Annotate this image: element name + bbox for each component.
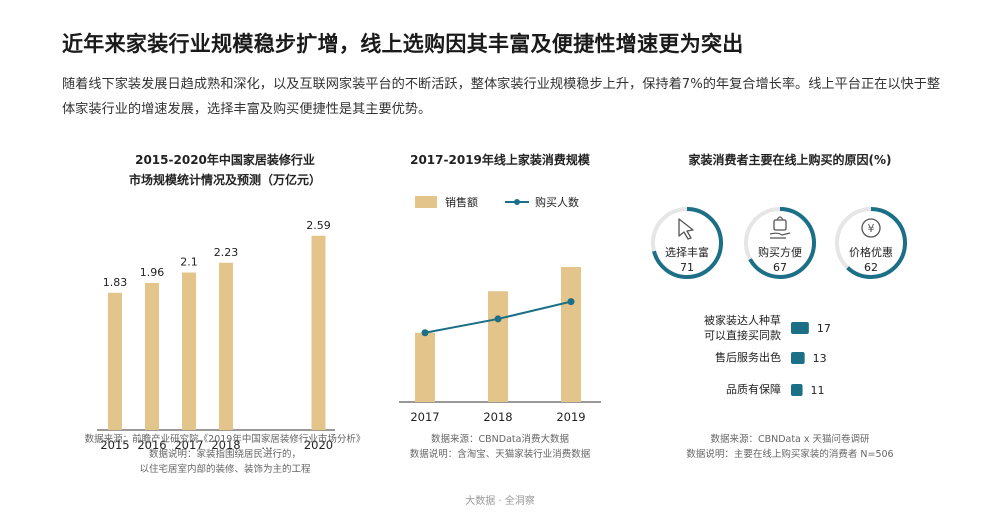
value-label-2020: 2.59 [306, 219, 331, 232]
legend-label-sales: 销售额 [445, 195, 478, 209]
chart3-source-line1: 数据来源：CBNData x 天猫问卷调研 [710, 434, 870, 445]
page-title: 近年来家装行业规模稳步扩增，线上选购因其丰富及便捷性增速更为突出 [62, 32, 744, 56]
footer-watermark: 大数据 · 全洞察 [465, 496, 535, 507]
chart1-title-line1: 2015-2020年中国家居装修行业 [135, 153, 315, 167]
point-buyers-2017 [421, 329, 429, 337]
hbar-value-1: 13 [813, 352, 827, 365]
chart3-title: 家装消费者主要在线上购买的原因(%) [688, 153, 892, 167]
hbar-label-line1: 品质有保障 [726, 383, 781, 396]
tick-label-1: 2016 [137, 438, 166, 452]
hbar-label-0: 被家装达人种草 可以直接买同款 [645, 313, 781, 343]
hbar-label-line1: 售后服务出色 [715, 351, 781, 364]
market-size-panel: 2015-2020年中国家居装修行业 市场规模统计情况及预测（万亿元） 1.83… [95, 148, 355, 478]
market-size-chart: 1.83 2015 1.96 2016 2.1 2017 2.23 2018 … 2.59 2020 [97, 219, 335, 452]
bar-sales-2019 [561, 267, 581, 402]
bag-shape [773, 219, 787, 231]
point-buyers-2018 [494, 315, 502, 323]
chart2-source: 数据来源：CBNData消费大数据 数据说明：含淘宝、天猫家装行业消费数据 [385, 432, 615, 462]
chart2-title: 2017-2019年线上家装消费规模 [410, 153, 590, 167]
purchase-reasons-chart: ¥17 13 11 [651, 207, 907, 397]
hbar-value-0: 17 [817, 322, 831, 335]
chart3-source-line2: 数据说明：主要在线上购买家装的消费者 N=506 [686, 449, 894, 460]
bar-2020 [311, 235, 326, 430]
chart1-source-line1: 数据来源：前瞻产业研究院《2019年中国家居装修行业市场分析》 [84, 434, 366, 445]
value-label-2018: 2.23 [214, 246, 239, 259]
hbar-label-2: 品质有保障 [645, 382, 781, 397]
point-buyers-2019 [567, 298, 575, 306]
chart3-source: 数据来源：CBNData x 天猫问卷调研 数据说明：主要在线上购买家装的消费者… [645, 432, 935, 462]
hbar-label-line1: 被家装达人种草 [704, 314, 781, 327]
gauge-value-text: 71 [680, 261, 694, 274]
bar-2018 [219, 262, 233, 430]
gauge-label-text: 选择丰富 [665, 246, 709, 259]
tick-label-2019: 2019 [556, 410, 585, 424]
gauge-label-text: 购买方便 [758, 246, 802, 259]
gauge-arc-1 [744, 207, 816, 279]
hbar-label-line2: 可以直接买同款 [704, 329, 781, 342]
gauge-yen-coin [835, 207, 907, 279]
gauge-value-text: 67 [773, 261, 787, 274]
chart1-source-line3: 以住宅居室内部的装修、装饰为主的工程 [139, 464, 311, 475]
gauge-hand-bag [744, 207, 816, 279]
coin-shape [861, 218, 881, 238]
cursor-icon-shape [678, 218, 694, 240]
gauge-value-text: 62 [864, 261, 878, 274]
bar-2016 [145, 283, 159, 430]
bar-sales-2018 [488, 291, 508, 402]
value-label-2015: 1.83 [103, 276, 128, 289]
tick-label-4: … [261, 438, 273, 452]
yen-glyph: ¥ [868, 222, 875, 235]
legend-marker-buyers [514, 199, 520, 205]
gauge-arc-0 [651, 207, 723, 279]
gauge-label-2: 价格优惠 62 [831, 245, 911, 275]
yen-coin-icon: ¥ [861, 218, 881, 238]
chart2-source-line2: 数据说明：含淘宝、天猫家装行业消费数据 [409, 449, 591, 460]
gauge-label-0: 选择丰富 71 [647, 245, 727, 275]
tick-label-0: 2015 [100, 438, 129, 452]
page-description: 随着线下家装发展日趋成熟和深化，以及互联网家装平台的不断活跃，整体家装行业规模稳… [62, 77, 941, 117]
hand-shape [769, 232, 791, 239]
gauge-cursor [651, 207, 723, 279]
gauge-arc-2 [835, 207, 907, 279]
hbar-0 [791, 322, 809, 334]
hbar-2 [791, 384, 803, 396]
purchase-reasons-panel: 家装消费者主要在线上购买的原因(%) ¥17 13 11 选择丰富 71 购买方便 67 价… [645, 148, 935, 428]
tick-label-2: 2017 [174, 438, 203, 452]
bar-2015 [108, 292, 122, 430]
gauge-label-1: 购买方便 67 [740, 245, 820, 275]
hbar-label-1: 售后服务出色 [645, 350, 781, 365]
online-consumption-panel: 2017-2019年线上家装消费规模 销售额 购买人数 2017 2018 2019 [395, 148, 605, 478]
online-consumption-chart: 销售额 购买人数 2017 2018 2019 [399, 195, 601, 424]
tick-label-2018: 2018 [483, 410, 512, 424]
hbar-value-2: 11 [811, 384, 825, 397]
hand-bag-icon [769, 216, 791, 239]
tick-label-5: 2020 [304, 438, 333, 452]
chart1-title-line2: 市场规模统计情况及预测（万亿元） [128, 173, 321, 187]
legend-label-buyers: 购买人数 [535, 195, 579, 209]
tick-label-3: 2018 [211, 438, 240, 452]
gauge-label-text: 价格优惠 [849, 246, 893, 259]
tick-label-2017: 2017 [410, 410, 439, 424]
bar-sales-2017 [415, 332, 435, 402]
cursor-icon [678, 218, 694, 240]
chart2-source-line1: 数据来源：CBNData消费大数据 [431, 434, 569, 445]
bag-handle-shape [776, 216, 784, 221]
bar-2017 [182, 272, 196, 430]
value-label-2016: 1.96 [140, 266, 165, 279]
hbar-1 [791, 352, 805, 364]
legend-swatch-sales [415, 196, 437, 208]
chart1-source: 数据来源：前瞻产业研究院《2019年中国家居装修行业市场分析》 数据说明：家装指… [50, 432, 400, 477]
value-label-2017: 2.1 [180, 256, 198, 269]
chart1-source-line2: 数据说明：家装指围绕居民进行的， [148, 449, 301, 460]
